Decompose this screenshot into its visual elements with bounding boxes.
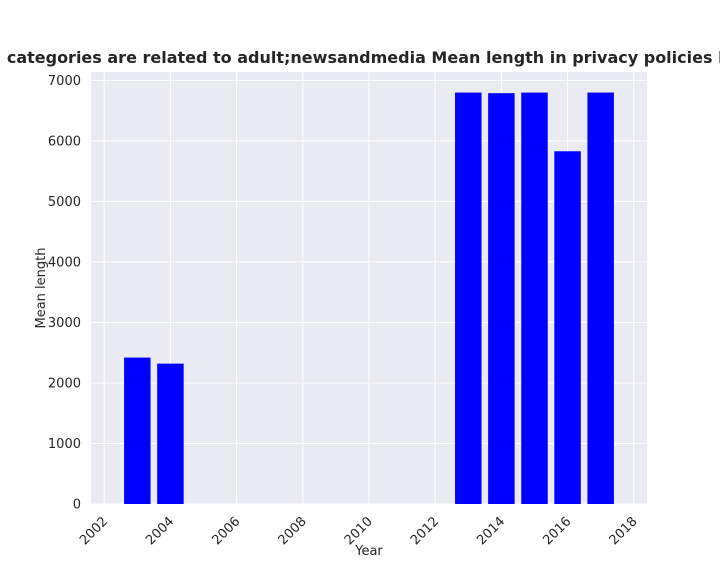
y-tick-label: 7000 — [48, 74, 81, 89]
y-tick-label: 6000 — [48, 134, 81, 149]
bar-2013 — [455, 92, 482, 505]
x-tick-label: 2002 — [77, 514, 111, 548]
y-axis-ticks: 0 1000 2000 3000 4000 5000 6000 7000 — [48, 74, 81, 513]
y-tick-label: 3000 — [48, 316, 81, 331]
bar-2004 — [157, 363, 184, 504]
x-tick-label: 2004 — [143, 514, 177, 548]
chart-title: when categories are related to adult;new… — [0, 48, 720, 67]
bar-2015 — [521, 92, 548, 505]
x-tick-label: 2006 — [209, 514, 243, 548]
y-tick-label: 2000 — [48, 376, 81, 391]
y-tick-label: 4000 — [48, 255, 81, 270]
bar-2016 — [554, 151, 581, 504]
y-tick-label: 0 — [73, 498, 81, 513]
x-tick-label: 2014 — [474, 514, 508, 548]
y-tick-label: 5000 — [48, 195, 81, 210]
bars — [124, 92, 614, 505]
x-tick-label: 2016 — [540, 514, 574, 548]
x-axis-label: Year — [354, 544, 383, 559]
x-tick-label: 2018 — [607, 514, 641, 548]
y-axis-label: Mean length — [34, 248, 49, 329]
bar-2017 — [587, 92, 614, 505]
bar-2003 — [124, 357, 151, 504]
x-tick-label: 2008 — [276, 514, 310, 548]
x-tick-label: 2012 — [408, 514, 442, 548]
bar-2014 — [488, 93, 515, 505]
y-tick-label: 1000 — [48, 437, 81, 452]
